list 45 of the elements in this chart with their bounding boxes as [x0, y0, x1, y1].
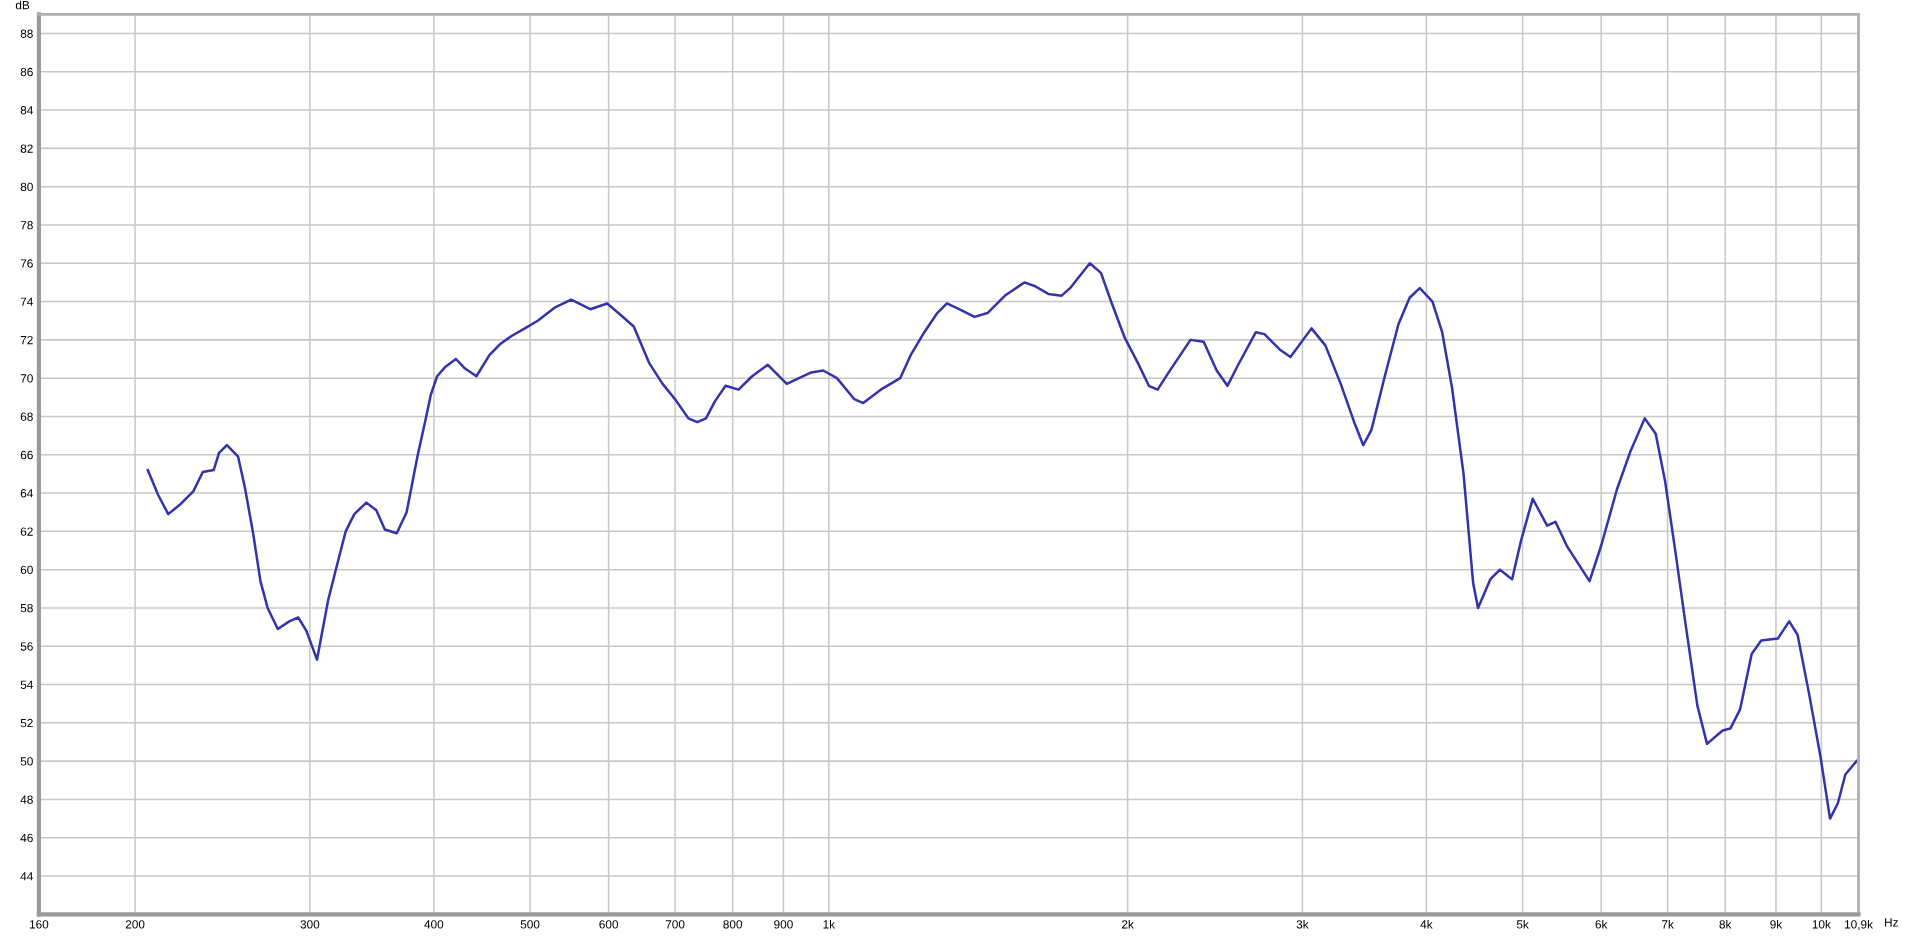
x-tick-label: 200 — [125, 920, 145, 929]
y-tick-label: 82 — [20, 144, 33, 153]
x-tick-label: 9k — [1770, 919, 1783, 929]
x-tick-label: 1k — [823, 919, 836, 929]
x-tick-label: 10,9k — [1844, 919, 1873, 930]
x-tick-label: 5k — [1516, 919, 1529, 929]
x-tick-label: 10k — [1812, 919, 1831, 929]
y-tick-label: 44 — [20, 872, 33, 881]
y-tick-label: 86 — [20, 67, 33, 77]
y-tick-label: 58 — [20, 603, 33, 613]
y-axis-title: dB — [15, 0, 30, 10]
y-tick-label: 74 — [20, 297, 33, 306]
x-tick-label: 4k — [1420, 919, 1433, 929]
x-tick-label: 3k — [1296, 919, 1309, 929]
y-tick-label: 64 — [20, 489, 33, 498]
y-tick-label: 80 — [20, 182, 33, 192]
x-tick-label: 6k — [1595, 919, 1608, 929]
y-tick-label: 68 — [20, 412, 33, 421]
x-tick-label: 600 — [599, 920, 619, 929]
x-tick-label: 500 — [520, 920, 540, 929]
x-tick-label: 400 — [424, 920, 444, 929]
y-tick-label: 48 — [20, 795, 33, 804]
y-tick-label: 50 — [20, 757, 33, 766]
y-tick-label: 84 — [20, 106, 33, 115]
y-tick-label: 56 — [20, 642, 33, 651]
x-tick-label: 900 — [774, 920, 793, 929]
x-tick-label: 700 — [665, 920, 685, 929]
x-tick-label: 7k — [1662, 919, 1674, 929]
x-tick-label: 800 — [723, 920, 743, 929]
y-tick-label: 70 — [20, 374, 33, 383]
x-tick-label: 2k — [1121, 919, 1134, 929]
y-tick-label: 62 — [20, 527, 33, 536]
y-tick-label: 76 — [20, 259, 33, 268]
y-tick-label: 66 — [20, 450, 33, 460]
y-tick-label: 78 — [20, 221, 33, 230]
y-tick-label: 72 — [20, 335, 33, 345]
y-tick-label: 52 — [20, 718, 33, 728]
y-tick-label: 88 — [20, 29, 33, 38]
y-tick-label: 60 — [20, 565, 33, 575]
x-tick-label: 160 — [29, 920, 49, 929]
x-tick-label: 300 — [300, 920, 320, 929]
x-tick-label: 8k — [1719, 919, 1732, 929]
y-tick-label: 54 — [20, 680, 33, 689]
x-axis-title: Hz — [1885, 918, 1898, 927]
y-tick-label: 46 — [20, 833, 33, 843]
